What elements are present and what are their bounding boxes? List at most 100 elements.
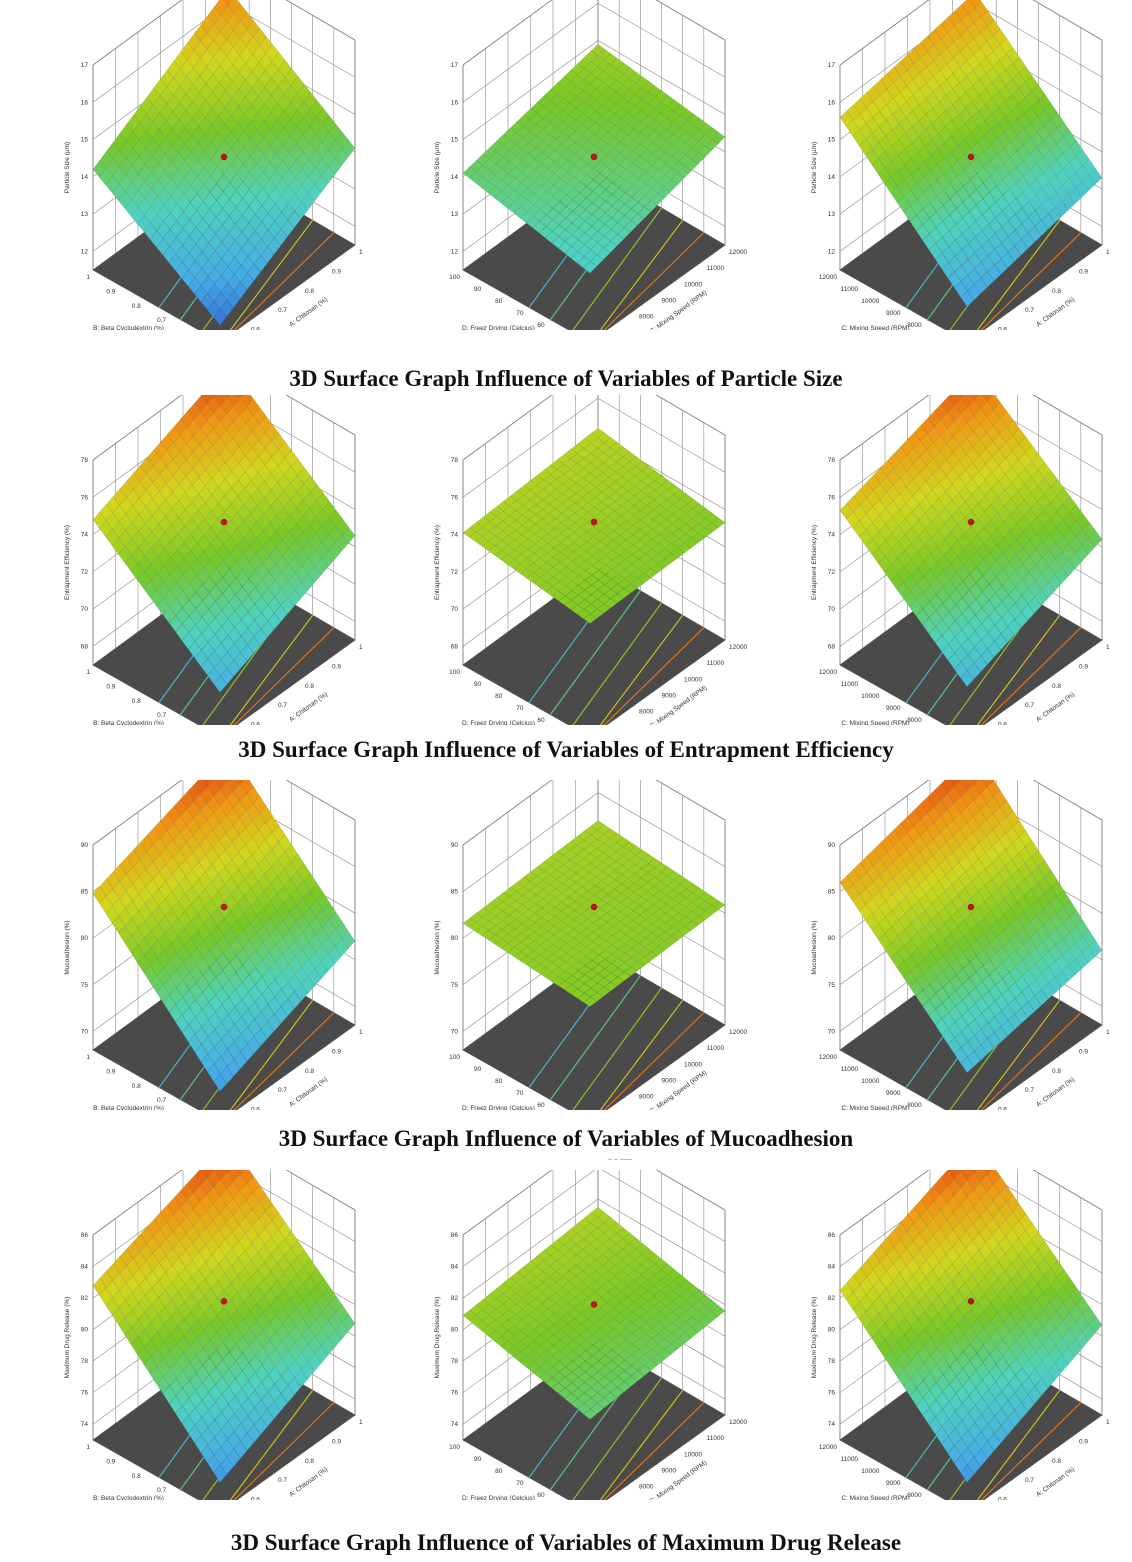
surface-cell	[276, 1272, 291, 1291]
z-axis-label: Entrapment Efficiency (%)	[64, 525, 71, 600]
surface-cell	[203, 950, 217, 968]
surface-cell	[533, 186, 548, 199]
surface-cell	[565, 956, 580, 967]
surface-cell	[218, 89, 233, 108]
x-tick-label: 1	[359, 644, 363, 651]
surface-cell	[973, 793, 988, 811]
surface-cell	[711, 132, 726, 144]
surface-cell	[590, 991, 604, 1002]
surface-cell	[255, 976, 269, 995]
surface-cell	[521, 908, 536, 919]
surface-cell	[168, 253, 183, 272]
surface-cell	[199, 436, 214, 454]
surface-cell	[602, 866, 616, 876]
surface-cell	[959, 76, 973, 93]
surface-cell	[257, 120, 271, 139]
z-tick-label: 70	[451, 606, 459, 613]
surface-cell	[1034, 589, 1049, 606]
contour-line	[233, 627, 335, 725]
surface-cell	[569, 96, 584, 109]
surface-cell	[247, 620, 262, 638]
surface-cell	[578, 570, 593, 581]
surface-cell	[238, 471, 252, 489]
surface-cell	[927, 789, 942, 807]
surface-cell	[860, 855, 874, 873]
surface-cell	[596, 603, 611, 614]
surface-cell	[596, 70, 611, 83]
surface-cell	[277, 1238, 292, 1257]
surface-cell	[230, 156, 244, 174]
x-tick-label: 0.6	[251, 1107, 260, 1110]
surface-cell	[945, 852, 960, 869]
surface-cell	[203, 175, 218, 193]
surface-cell	[979, 72, 993, 89]
surface-cell	[153, 1228, 167, 1247]
design-point-marker	[590, 1301, 598, 1308]
surface-cell	[652, 533, 666, 545]
surface-cell	[189, 1355, 204, 1374]
surface-cell	[230, 920, 244, 939]
surface-cell	[958, 1282, 972, 1301]
z-tick-label: 12	[451, 248, 459, 255]
surface-cell	[245, 820, 260, 838]
z-tick-label: 84	[81, 1264, 89, 1271]
surface-cell	[950, 926, 965, 944]
surface-cell	[971, 110, 986, 127]
surface-cell	[553, 542, 568, 553]
surface-mesh	[462, 820, 726, 1007]
surface-cell	[644, 941, 659, 952]
surface-cell	[178, 143, 192, 162]
surface-cell	[535, 1303, 549, 1315]
surface-cell	[243, 138, 258, 156]
surface-cell	[1004, 498, 1018, 515]
surface-cell	[1018, 1213, 1033, 1231]
surface-cell	[536, 106, 551, 119]
y-tick-label: 1	[86, 669, 90, 676]
contour-line	[980, 627, 1082, 725]
y-tick-label: 70	[516, 1480, 524, 1487]
surface-cell	[143, 965, 158, 983]
surface-cell	[218, 462, 233, 480]
surface-cell	[315, 541, 329, 559]
z-tick-label: 78	[828, 457, 836, 464]
z-tick-label: 80	[451, 1327, 459, 1334]
surface-cell	[199, 1211, 214, 1229]
surface-cell	[237, 896, 251, 914]
surface-cell	[232, 430, 247, 448]
surface-cell	[992, 60, 1007, 77]
surface-cell	[614, 893, 628, 903]
surface-cell	[213, 1464, 228, 1483]
surface-cell	[334, 148, 349, 167]
surface-cell	[879, 884, 893, 902]
surface-cell	[971, 875, 986, 892]
surface-cell	[988, 984, 1003, 1002]
floor-contours	[528, 578, 705, 725]
surface-cell	[914, 1199, 928, 1217]
surface-cell	[965, 1240, 980, 1259]
surface-cell	[244, 496, 258, 514]
surface-cell	[126, 1241, 141, 1259]
surface-cell	[616, 73, 630, 86]
z-tick-label: 14	[828, 174, 836, 181]
surface-cell	[532, 963, 547, 974]
surface-cell	[167, 426, 181, 444]
surface-cell	[991, 122, 1005, 140]
x-tick-label: 0.9	[1079, 663, 1088, 670]
x-tick-label: 12000	[729, 1029, 747, 1036]
surface-cell	[994, 1010, 1009, 1027]
surface-cell	[253, 255, 268, 273]
surface-cell	[604, 963, 619, 974]
surface-cell	[203, 933, 218, 951]
surface-cell	[181, 632, 196, 650]
surface-cell	[620, 1285, 635, 1297]
surface-cell	[705, 127, 719, 140]
surface-cell	[551, 590, 566, 602]
surface-cell	[919, 1242, 934, 1261]
y-tick-label: 60	[537, 322, 545, 329]
surface-cell	[585, 941, 600, 952]
z-tick-label: 76	[828, 1390, 836, 1397]
surface-cell	[270, 1263, 285, 1281]
